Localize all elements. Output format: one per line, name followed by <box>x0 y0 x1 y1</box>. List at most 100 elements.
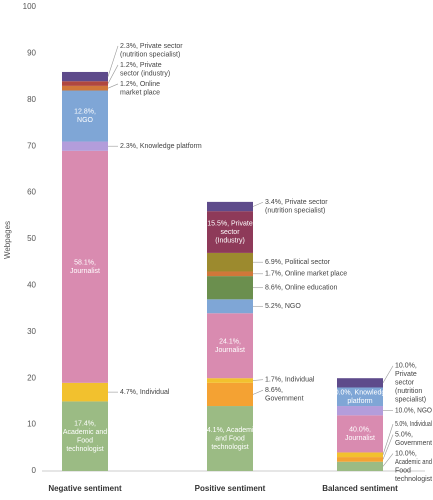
segment-label: 15.5%, Private <box>207 220 253 227</box>
segment-label: 4.7%, Individual <box>120 389 170 396</box>
segment-label: 58.1%, <box>74 259 96 266</box>
bar-segment <box>62 401 108 471</box>
segment-label: sector <box>395 380 415 387</box>
bar-segment <box>207 252 253 272</box>
segment-label: Government <box>265 396 304 403</box>
segment-label: 14.1%, Academic <box>203 427 258 434</box>
segment-label: 40.0%, <box>349 426 371 433</box>
bar-segment <box>337 461 383 471</box>
bar-segment <box>62 85 108 91</box>
segment-label: technologist <box>395 476 432 483</box>
segment-label: 20.0%, Knowledge <box>331 389 389 396</box>
bar-segment <box>62 90 108 142</box>
segment-label: 8.6%, Online education <box>265 285 337 292</box>
y-tick-label: 90 <box>27 49 36 58</box>
bar-segment <box>337 452 383 458</box>
bar-segment <box>207 382 253 407</box>
segment-label: 1.7%, Online market place <box>265 271 347 278</box>
leader-line <box>382 453 394 467</box>
bar-segment <box>337 378 383 388</box>
leader-line <box>107 45 119 77</box>
segment-label: (nutrition specialist) <box>120 51 180 58</box>
leader-line <box>252 201 264 207</box>
x-tick-label: Positive sentiment <box>195 484 266 493</box>
bar-segment <box>207 211 253 253</box>
segment-label: 10.0%, <box>395 363 417 370</box>
bar-segment <box>207 271 253 277</box>
segment-label: 2.3%, Private sector <box>120 43 183 50</box>
bar-segment <box>62 81 108 86</box>
segment-label: 8.6%, <box>265 387 283 394</box>
segment-label: Journalist <box>215 347 245 354</box>
segment-label: 6.9%, Political sector <box>265 259 331 266</box>
segment-label: technologist <box>211 444 248 451</box>
y-tick-label: 60 <box>27 188 36 197</box>
leader-line <box>252 389 264 395</box>
leader-line <box>382 365 394 383</box>
x-tick-label: Negative sentiment <box>48 484 122 493</box>
segment-label: technologist <box>66 446 103 453</box>
bar-segment <box>62 141 108 151</box>
y-tick-label: 50 <box>27 234 36 243</box>
segment-label: 5.2%, NGO <box>265 303 301 310</box>
segment-label: (Industry) <box>215 237 245 244</box>
y-tick-label: 30 <box>27 327 36 336</box>
segment-label: 2.3%, Knowledge platform <box>120 143 202 150</box>
bar-segment <box>207 201 253 212</box>
y-tick-label: 20 <box>27 373 36 382</box>
y-axis-label: Webpages <box>3 221 12 259</box>
bar-segment <box>337 387 383 407</box>
bar-segment <box>207 378 253 383</box>
segment-label: 1.2%, Private <box>120 62 162 69</box>
segment-label: 3.4%, Private sector <box>265 199 328 206</box>
x-tick-label: Balanced sentiment <box>322 484 398 493</box>
segment-label: 12.8%, <box>74 109 96 116</box>
bar-segment <box>207 406 253 471</box>
segment-label: market place <box>120 89 160 96</box>
segment-label: and Food <box>215 435 245 442</box>
leader-line <box>107 64 119 84</box>
segment-label: (nutrition specialist) <box>265 208 325 215</box>
segment-label: (nutrition <box>395 388 422 395</box>
segment-label: Government <box>395 440 432 447</box>
leader-line <box>107 83 119 89</box>
segment-label: 24.1%, <box>219 338 241 345</box>
y-tick-label: 100 <box>23 2 37 11</box>
bar-segment <box>337 457 383 462</box>
segment-label: Academic and <box>395 459 432 466</box>
segment-label: 1.2%, Online <box>120 81 160 88</box>
segment-label: NGO <box>77 117 94 124</box>
segment-label: Food <box>77 437 93 444</box>
segment-label: 10.0%, NGO <box>395 408 433 415</box>
y-tick-label: 0 <box>32 466 37 475</box>
y-tick-label: 40 <box>27 281 36 290</box>
segment-label: Academic and <box>63 429 107 436</box>
bar-segment <box>207 313 253 379</box>
segment-label: 10.0%, <box>395 450 417 457</box>
segment-label: 1.7%, Individual <box>265 377 315 384</box>
segment-label: Journalist <box>345 435 375 442</box>
y-tick-label: 80 <box>27 95 36 104</box>
y-tick-label: 10 <box>27 420 36 429</box>
segment-label: 5.0%, Individual <box>395 421 432 428</box>
segment-label: 5.0%, <box>395 431 413 438</box>
leader-line <box>252 379 264 381</box>
bar-segment <box>62 382 108 402</box>
segment-label: 17.4%, <box>74 420 96 427</box>
segment-label: platform <box>347 398 372 405</box>
bar-segment <box>337 406 383 416</box>
bar-segment <box>207 299 253 314</box>
leader-line <box>382 434 394 460</box>
bar-segment <box>207 276 253 300</box>
leader-line <box>382 424 394 455</box>
segment-label: Journalist <box>70 268 100 275</box>
segment-label: specialist) <box>395 397 426 404</box>
segment-label: Private <box>395 371 417 378</box>
segment-label: sector <box>220 229 240 236</box>
bar-segment <box>62 150 108 383</box>
bar-segment <box>337 415 383 453</box>
bar-segment <box>62 71 108 82</box>
segment-label: Food <box>395 467 411 474</box>
y-tick-label: 70 <box>27 141 36 150</box>
